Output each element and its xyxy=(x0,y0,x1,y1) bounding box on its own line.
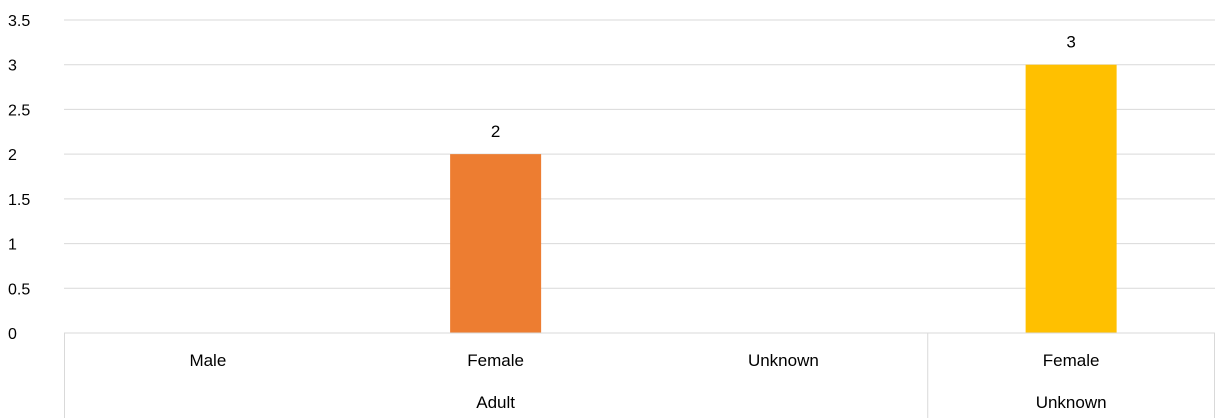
x-axis: Male Female Unknown Female Adult Unknown xyxy=(64,332,1215,418)
y-tick-label: 3 xyxy=(8,58,17,75)
y-tick-label: 2 xyxy=(8,147,17,164)
y-tick-label: 0 xyxy=(8,326,17,343)
x-category-label: Unknown xyxy=(748,351,819,370)
bars xyxy=(450,64,1117,333)
y-tick-label: 3.5 xyxy=(8,13,30,30)
x-category-label: Female xyxy=(1043,351,1100,370)
x-category-label: Female xyxy=(467,351,524,370)
x-category-label: Male xyxy=(189,351,226,370)
y-tick-label: 0.5 xyxy=(8,281,30,298)
data-label: 3 xyxy=(1066,33,1075,52)
bar xyxy=(1025,64,1117,333)
gridlines xyxy=(64,19,1215,334)
y-tick-label: 2.5 xyxy=(8,102,30,119)
data-label: 2 xyxy=(491,122,500,141)
y-tick-label: 1.5 xyxy=(8,192,30,209)
y-axis: 0 0.5 1 1.5 2 2.5 3 3.5 xyxy=(8,13,30,343)
bar xyxy=(450,154,542,333)
data-labels: 23 xyxy=(491,33,1076,141)
x-group-label: Adult xyxy=(476,393,515,412)
y-tick-label: 1 xyxy=(8,237,17,254)
x-group-label: Unknown xyxy=(1036,393,1107,412)
